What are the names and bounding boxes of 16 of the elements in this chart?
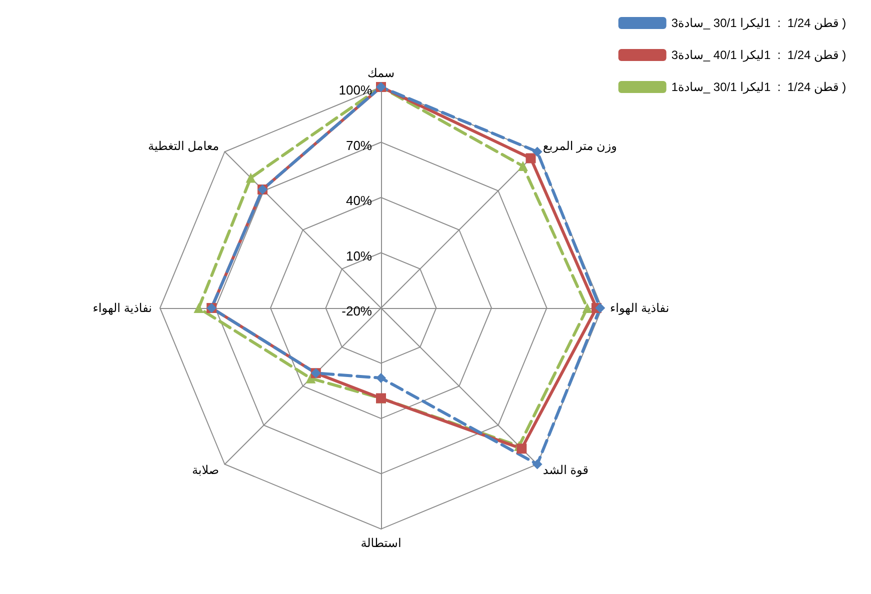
spoke-label: نفاذية الهواء: [610, 301, 670, 315]
spoke-label: سمك: [367, 66, 395, 80]
spoke-label: وزن متر المربع: [542, 139, 617, 154]
y-tick-label: 70%: [346, 138, 372, 153]
legend-label: 1قطن 1/24 : 1ليكرا 30/1 _سادة ): [671, 80, 846, 94]
y-tick-label: 40%: [346, 193, 372, 208]
spoke-label: قوة الشد: [542, 462, 588, 477]
spoke-label: معامل التغطية: [148, 139, 220, 154]
spoke-label: نفاذية الهواء: [92, 301, 152, 315]
y-tick-label: 10%: [346, 248, 372, 264]
y-tick-label: 100%: [338, 82, 372, 98]
spoke-label: استطالة: [360, 536, 402, 550]
y-tick-label: -20%: [342, 304, 372, 318]
legend-label: 3قطن 1/24 : 1ليكرا 30/1 _سادة ): [671, 16, 846, 30]
spoke-label: صلابة: [192, 462, 220, 477]
legend-label: 3قطن 1/24 : 1ليكرا 40/1 _سادة ): [671, 48, 846, 62]
